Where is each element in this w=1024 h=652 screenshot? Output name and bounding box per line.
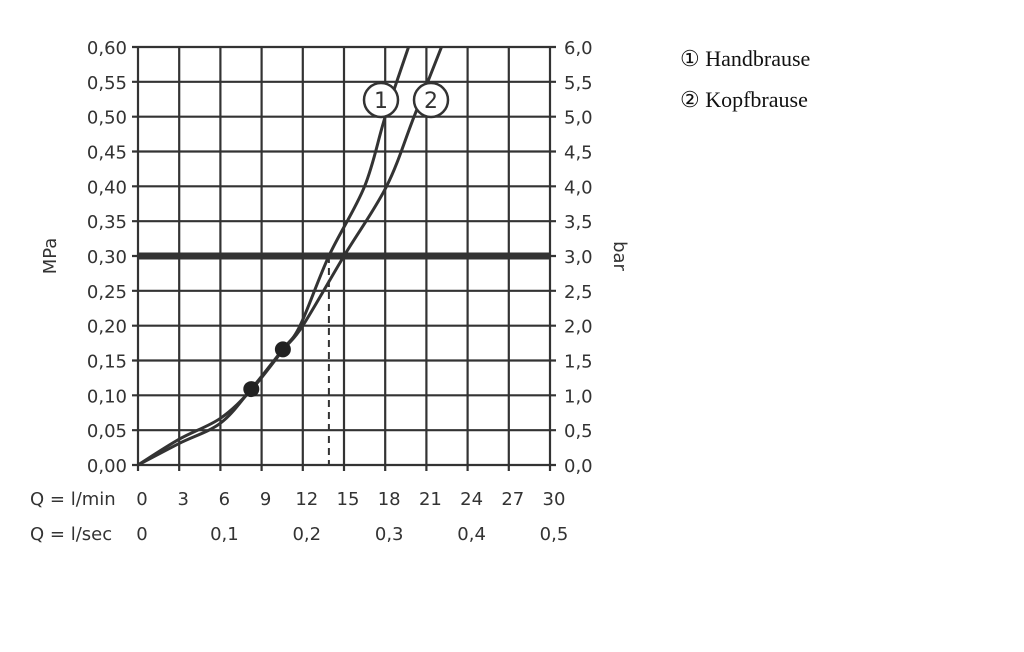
y-right-tick-label: 4,0 [564, 177, 593, 198]
x-tick-label: 21 [419, 489, 442, 510]
y-axis-right-label: bar [609, 241, 630, 271]
x-secondary-tick-label: 0,4 [457, 524, 486, 545]
series-marker-circle [362, 81, 400, 119]
legend-entry-1: ① Handbrause [680, 46, 810, 71]
x-secondary-tick-label: 0,1 [210, 524, 239, 545]
x-axis-label: Q = l/min [30, 489, 116, 510]
x-tick-label: 3 [177, 489, 188, 510]
y-tick-label: 0,55 [87, 73, 127, 94]
data-point [243, 381, 260, 398]
x-tick-label: 18 [378, 489, 401, 510]
y-right-tick-label: 2,5 [564, 282, 593, 303]
y-tick-label: 0,35 [87, 212, 127, 233]
y-tick-label: 0,15 [87, 352, 127, 373]
x-tick-label: 12 [295, 489, 318, 510]
y-right-tick-label: 5,5 [564, 73, 593, 94]
series-line-kopfbrause [137, 46, 443, 467]
x-secondary-tick-label: 0,3 [375, 524, 404, 545]
x-secondary-tick-label: 0,2 [292, 524, 321, 545]
y-right-tick-label: 0,5 [564, 421, 593, 442]
y-tick-label: 0,40 [87, 177, 127, 198]
y-tick-label: 0,25 [87, 282, 127, 303]
x-secondary-tick-label: 0 [136, 524, 147, 545]
y-right-tick-label: 1,0 [564, 386, 593, 407]
y-tick-label: 0,60 [87, 38, 127, 59]
x-tick-label: 24 [460, 489, 483, 510]
x-tick-label: 15 [337, 489, 360, 510]
series-marker-circle [412, 81, 450, 119]
x-axis-secondary-label: Q = l/sec [30, 524, 112, 545]
series-marker-label: 1 [374, 89, 388, 114]
y-tick-label: 0,00 [87, 456, 127, 477]
data-point [274, 341, 291, 358]
y-axis-label: MPa [40, 238, 61, 275]
x-secondary-tick-label: 0,5 [540, 524, 569, 545]
y-right-tick-label: 2,0 [564, 317, 593, 338]
y-right-tick-label: 4,5 [564, 143, 593, 164]
x-tick-label: 30 [543, 489, 566, 510]
y-tick-label: 0,05 [87, 421, 127, 442]
y-tick-label: 0,45 [87, 143, 127, 164]
x-tick-label: 0 [136, 489, 147, 510]
x-tick-label: 9 [260, 489, 271, 510]
y-right-tick-label: 3,5 [564, 212, 593, 233]
y-tick-label: 0,20 [87, 317, 127, 338]
series-marker-label: 2 [424, 89, 438, 114]
legend-entry-2: ② Kopfbrause [680, 87, 808, 112]
y-right-tick-label: 0,0 [564, 456, 593, 477]
y-tick-label: 0,10 [87, 386, 127, 407]
y-right-tick-label: 6,0 [564, 38, 593, 59]
x-tick-label: 6 [219, 489, 230, 510]
y-tick-label: 0,30 [87, 247, 127, 268]
y-tick-label: 0,50 [87, 108, 127, 129]
x-tick-label: 27 [501, 489, 524, 510]
y-right-tick-label: 3,0 [564, 247, 593, 268]
y-right-tick-label: 5,0 [564, 108, 593, 129]
y-right-tick-label: 1,5 [564, 352, 593, 373]
tick-labels: 0 3 6 9 12 15 18 21 24 27 300,00 0,00,05 0,50,10 1,00… [87, 38, 593, 545]
